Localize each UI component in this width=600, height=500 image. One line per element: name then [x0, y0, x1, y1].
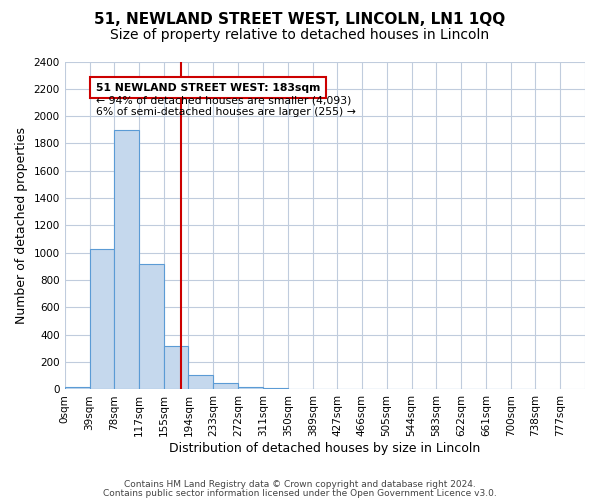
Bar	[213, 384, 238, 390]
Text: 51 NEWLAND STREET WEST: 183sqm: 51 NEWLAND STREET WEST: 183sqm	[96, 83, 320, 93]
Text: 51, NEWLAND STREET WEST, LINCOLN, LN1 1QQ: 51, NEWLAND STREET WEST, LINCOLN, LN1 1Q…	[94, 12, 506, 28]
Y-axis label: Number of detached properties: Number of detached properties	[15, 127, 28, 324]
Bar	[263, 388, 288, 390]
Bar	[238, 386, 263, 390]
Bar	[188, 375, 213, 390]
Bar	[65, 386, 89, 390]
Bar	[164, 346, 188, 390]
Text: 6% of semi-detached houses are larger (255) →: 6% of semi-detached houses are larger (2…	[96, 108, 356, 118]
Text: ← 94% of detached houses are smaller (4,093): ← 94% of detached houses are smaller (4,…	[96, 96, 351, 106]
Bar	[89, 248, 115, 390]
Bar	[139, 264, 164, 390]
Text: Contains HM Land Registry data © Crown copyright and database right 2024.: Contains HM Land Registry data © Crown c…	[124, 480, 476, 489]
Bar	[115, 130, 139, 390]
X-axis label: Distribution of detached houses by size in Lincoln: Distribution of detached houses by size …	[169, 442, 481, 455]
Text: Contains public sector information licensed under the Open Government Licence v3: Contains public sector information licen…	[103, 489, 497, 498]
Text: Size of property relative to detached houses in Lincoln: Size of property relative to detached ho…	[110, 28, 490, 42]
